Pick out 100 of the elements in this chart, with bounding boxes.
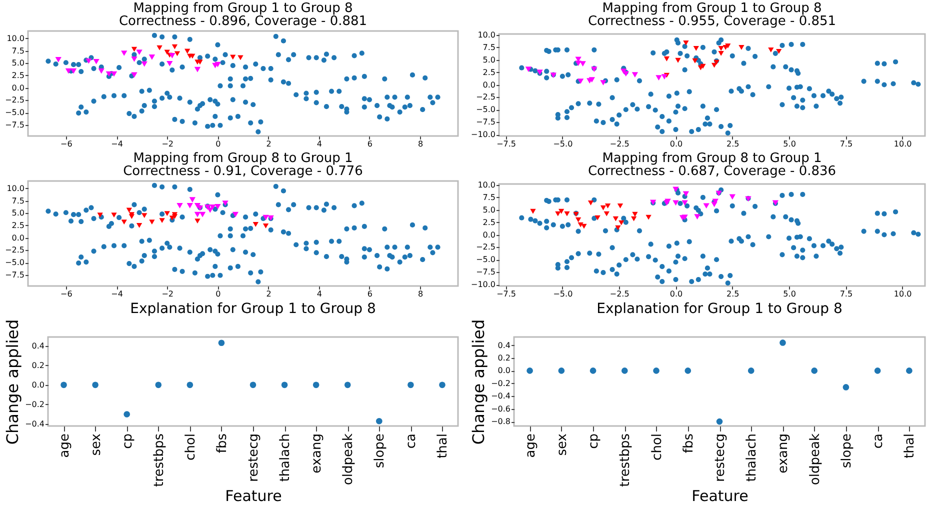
- x-tick-label: −5.0: [553, 140, 573, 148]
- y-tick-label: −7.5: [5, 120, 24, 130]
- x-tick-label: −4: [111, 140, 123, 148]
- y-tick-label: 5.0: [12, 208, 24, 218]
- y-tick-label: 10.0: [478, 180, 496, 190]
- y-tick-label: 7.5: [12, 196, 24, 206]
- x-tick-label: exang: [776, 434, 792, 474]
- x-tick-label: 4: [316, 290, 322, 298]
- y-tick-label: −7.5: [476, 268, 496, 277]
- x-tick-label: 2: [266, 290, 272, 298]
- y-tick-label: 0.0: [12, 83, 24, 92]
- y-tick-label: −0.4: [25, 420, 44, 429]
- y-tick-label: −2.5: [476, 242, 496, 252]
- y-axis-title: Change applied: [469, 319, 488, 445]
- x-tick-label: 5.0: [783, 140, 796, 148]
- y-tick-label: −10.0: [470, 280, 496, 290]
- chart-title: Mapping from Group 1 to Group 8: [133, 1, 353, 16]
- x-tick-label: cp: [120, 434, 136, 449]
- x-tick-label: age: [523, 434, 538, 458]
- x-axis-title: Feature: [692, 486, 748, 505]
- x-tick-label: −6: [60, 140, 72, 148]
- x-tick-label: thal: [436, 434, 451, 458]
- x-tick-label: slope: [372, 434, 388, 468]
- chart-subtitle: Correctness - 0.687, Coverage - 0.836: [588, 164, 836, 179]
- y-tick-label: 10.0: [6, 184, 24, 193]
- y-tick-label: 0.0: [482, 80, 496, 90]
- x-tick-label: thal: [902, 434, 918, 458]
- y-tick-label: 0.2: [32, 360, 44, 370]
- x-tick-label: 0.0: [670, 290, 683, 298]
- y-tick-label: 0.4: [498, 340, 510, 350]
- y-tick-label: 0.0: [32, 380, 44, 390]
- x-tick-label: 6: [367, 140, 373, 148]
- y-tick-label: 0.0: [498, 366, 510, 376]
- y-tick-label: 0.0: [482, 230, 496, 240]
- x-tick-label: ca: [404, 434, 420, 449]
- x-tick-label: sex: [88, 433, 104, 456]
- y-tick-label: 10.0: [6, 34, 24, 43]
- y-tick-label: −0.8: [491, 417, 510, 426]
- x-tick-label: thalach: [744, 434, 760, 482]
- x-tick-label: ca: [871, 434, 886, 449]
- y-tick-label: −5.0: [5, 108, 24, 118]
- x-tick-label: 2.5: [726, 290, 740, 298]
- x-tick-label: −2.5: [610, 140, 630, 148]
- y-tick-label: −0.4: [491, 392, 510, 401]
- chart-title: Explanation for Group 1 to Group 8: [596, 300, 842, 317]
- x-tick-label: exang: [310, 434, 325, 474]
- x-tick-label: −5.0: [553, 290, 573, 298]
- y-tick-label: −5.0: [5, 258, 24, 268]
- x-tick-label: 7.5: [840, 140, 853, 148]
- x-tick-label: 4: [316, 140, 322, 148]
- x-tick-label: 8: [418, 290, 424, 298]
- y-tick-label: 5.0: [482, 205, 496, 214]
- x-tick-label: 10.0: [894, 140, 912, 148]
- y-tick-label: −2.5: [5, 246, 24, 255]
- x-tick-label: −4: [111, 290, 123, 298]
- x-tick-label: trestbps: [618, 433, 634, 487]
- x-tick-label: 7.5: [840, 290, 853, 298]
- x-tick-label: restecg: [246, 434, 262, 482]
- x-tick-label: fbs: [214, 433, 230, 454]
- x-tick-label: 8: [418, 140, 424, 148]
- y-tick-label: −5.0: [476, 255, 496, 264]
- y-tick-label: −7.5: [5, 270, 24, 280]
- y-tick-label: 2.5: [12, 70, 24, 80]
- x-tick-label: oldpeak: [341, 433, 356, 486]
- x-tick-label: 6: [367, 290, 373, 298]
- chart-subtitle: Correctness - 0.91, Coverage - 0.776: [123, 164, 363, 179]
- chart-subtitle: Correctness - 0.955, Coverage - 0.851: [588, 14, 836, 29]
- x-tick-label: −6: [60, 290, 72, 298]
- chart-title: Mapping from Group 8 to Group 1: [133, 151, 353, 166]
- y-tick-label: 5.0: [12, 58, 24, 68]
- x-axis-title: Feature: [225, 486, 282, 505]
- x-tick-label: age: [57, 434, 72, 458]
- x-tick-label: chol: [650, 434, 665, 460]
- x-tick-label: fbs: [681, 433, 696, 454]
- x-tick-label: restecg: [713, 434, 728, 482]
- y-tick-label: 7.5: [482, 42, 496, 52]
- x-tick-label: −2: [162, 140, 174, 148]
- x-tick-label: 10.0: [894, 290, 912, 298]
- x-tick-label: 0: [216, 290, 221, 298]
- y-tick-label: 7.5: [482, 192, 496, 202]
- x-tick-label: 0: [216, 140, 221, 148]
- y-tick-label: −10.0: [470, 130, 496, 140]
- y-tick-label: 2.5: [482, 68, 496, 77]
- x-tick-label: trestbps: [152, 433, 167, 487]
- y-tick-label: −0.2: [491, 378, 510, 388]
- y-tick-label: −2.5: [476, 92, 496, 102]
- y-tick-label: −2.5: [5, 96, 24, 105]
- y-axis-title: Change applied: [3, 319, 22, 445]
- x-tick-label: 2: [266, 140, 272, 148]
- y-tick-label: 2.5: [12, 220, 24, 230]
- chart-subtitle: Correctness - 0.896, Coverage - 0.881: [118, 14, 368, 29]
- x-tick-label: 2.5: [726, 140, 740, 148]
- x-tick-label: 5.0: [783, 290, 796, 298]
- y-tick-label: −7.5: [476, 118, 496, 127]
- y-tick-label: 5.0: [482, 55, 496, 64]
- x-tick-label: cp: [586, 434, 602, 449]
- chart-title: Mapping from Group 8 to Group 1: [602, 150, 822, 166]
- chart-title: Explanation for Group 1 to Group 8: [130, 300, 376, 317]
- x-tick-label: chol: [183, 434, 198, 460]
- y-tick-label: −0.6: [491, 404, 510, 414]
